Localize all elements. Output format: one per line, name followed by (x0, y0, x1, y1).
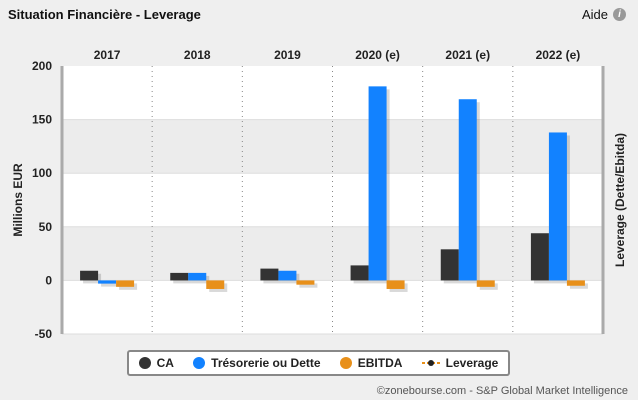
legend-item-leverage[interactable]: Leverage (421, 356, 499, 370)
bar-tr-sorerie-ou-dette (368, 86, 387, 281)
legend-item-ebitda[interactable]: EBITDA (339, 356, 403, 370)
legend-marker (138, 357, 151, 369)
bar-ca (350, 265, 369, 281)
bar-tr-sorerie-ou-dette (98, 280, 117, 284)
legend-label: CA (156, 356, 174, 370)
legend-marker (339, 357, 352, 369)
bar-ca (260, 268, 279, 281)
bar-ca (80, 270, 99, 281)
legend-item-ca[interactable]: CA (138, 356, 174, 370)
x-tick-label: 2022 (e) (536, 48, 581, 62)
legend-item-tresorerie[interactable]: Trésorerie ou Dette (193, 356, 321, 370)
bar-ebitda (296, 280, 315, 285)
legend-label: Leverage (445, 356, 499, 370)
help-label: Aide (581, 7, 608, 22)
y-tick-label: -50 (35, 327, 53, 341)
bar-ebitda (476, 280, 495, 287)
help-button[interactable]: Aide i (582, 7, 626, 22)
x-tick-label: 2021 (e) (445, 48, 490, 62)
x-tick-label: 2017 (94, 48, 121, 62)
bar-ca (530, 233, 549, 281)
bar-ca (440, 249, 459, 281)
legend-label: EBITDA (357, 356, 403, 370)
plot-area (62, 66, 603, 334)
legend-marker (193, 357, 206, 369)
credit: ©zonebourse.com - S&P Global Market Inte… (376, 385, 628, 397)
y-tick-label: 0 (45, 273, 52, 287)
bar-shadow (299, 283, 318, 288)
y-axis-label: Millions EUR (11, 163, 25, 237)
legend-label: Trésorerie ou Dette (211, 356, 321, 370)
y2-axis-label: Leverage (Dette/Ebitda) (613, 133, 627, 267)
y-tick-label: 200 (32, 59, 52, 73)
bar-ebitda (386, 280, 405, 289)
bar-tr-sorerie-ou-dette (458, 99, 477, 281)
y-tick-label: 100 (32, 166, 52, 180)
info-icon: i (613, 8, 626, 21)
y-tick-label: 50 (39, 220, 53, 234)
leverage-line-icon (421, 360, 440, 366)
x-tick-label: 2018 (184, 48, 211, 62)
bar-ebitda (566, 280, 585, 286)
chart-title: Situation Financière - Leverage (8, 7, 201, 22)
grid-band (62, 226, 603, 281)
x-tick-label: 2020 (e) (355, 48, 400, 62)
bar-shadow (101, 283, 120, 287)
bar-tr-sorerie-ou-dette (548, 132, 567, 281)
x-tick-label: 2019 (274, 48, 301, 62)
bar-ca (170, 272, 189, 281)
legend: CA Trésorerie ou Dette EBITDA Leverage (127, 350, 510, 376)
bar-tr-sorerie-ou-dette (188, 272, 207, 281)
bar-shadow (569, 283, 588, 289)
bar-tr-sorerie-ou-dette (278, 270, 297, 281)
bar-ebitda (206, 280, 225, 289)
y-tick-label: 150 (32, 113, 52, 127)
bar-ebitda (116, 280, 135, 287)
